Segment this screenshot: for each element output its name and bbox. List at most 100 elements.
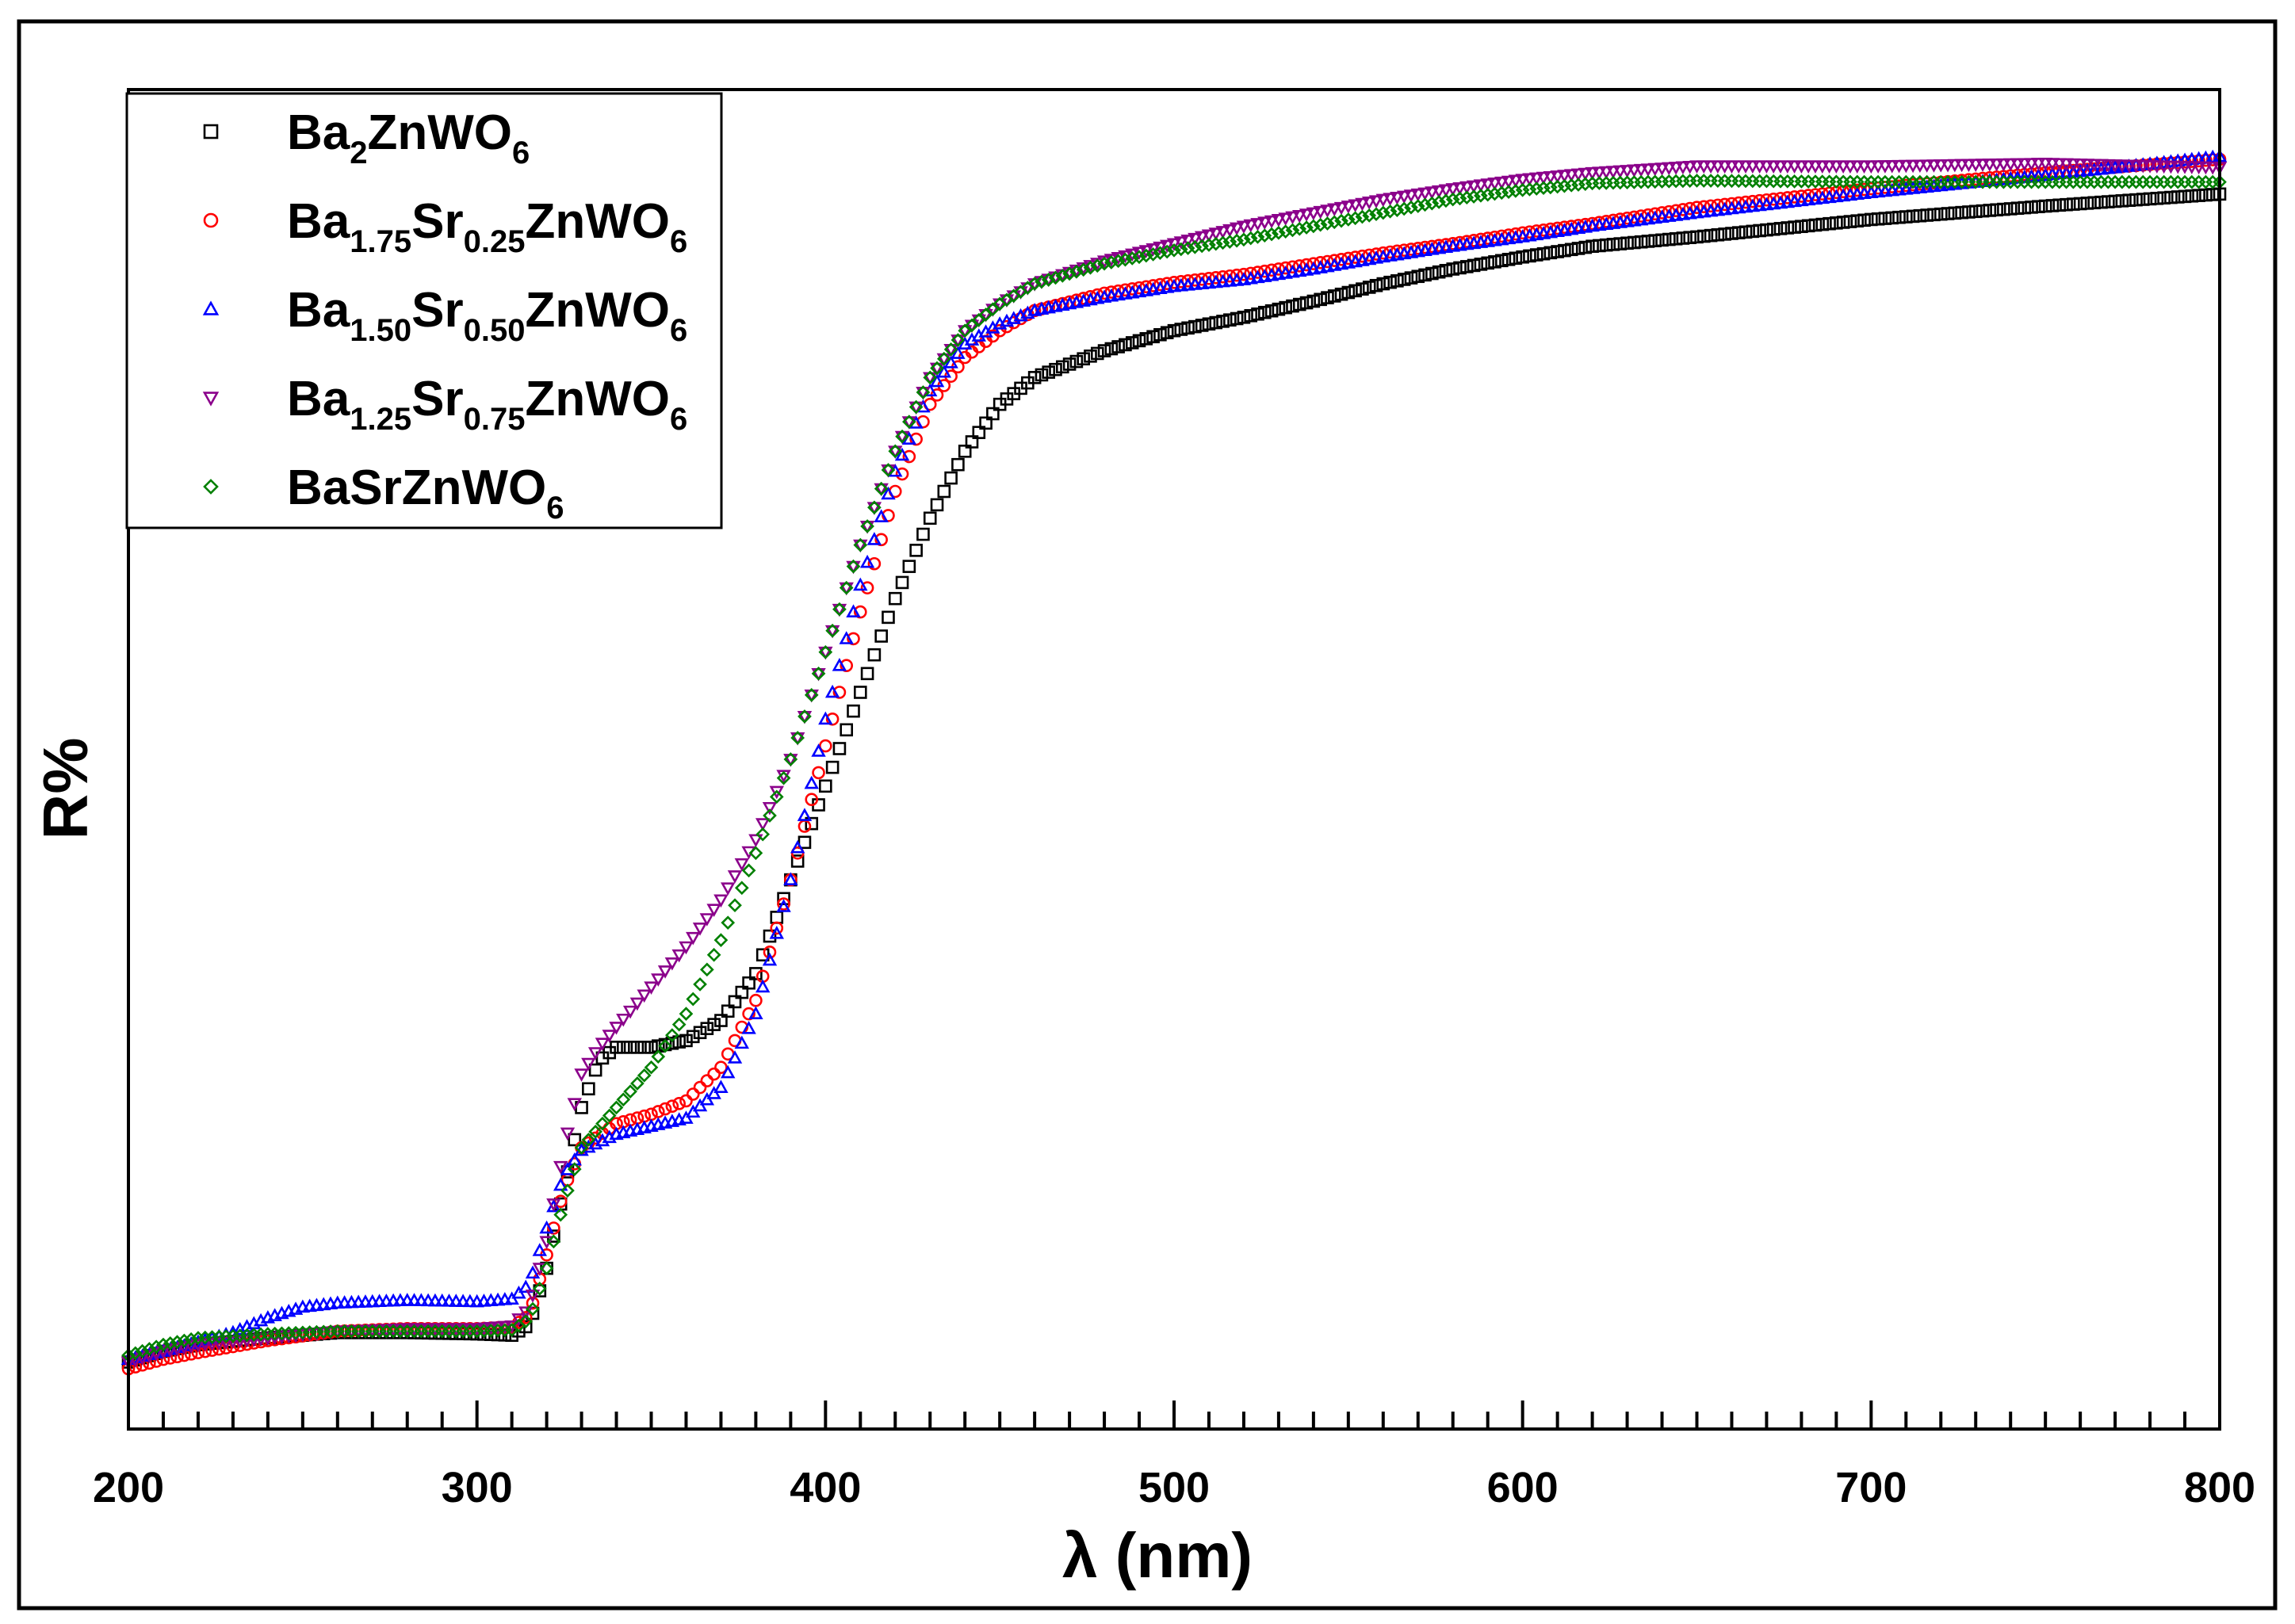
data-point (156, 1337, 170, 1352)
data-point (1237, 310, 1251, 324)
data-point (1773, 160, 1788, 174)
data-point (916, 527, 930, 541)
data-point (1564, 243, 1578, 257)
data-point (1676, 231, 1690, 245)
data-point (128, 1346, 143, 1361)
data-point (2184, 161, 2200, 174)
data-point (1780, 160, 1796, 174)
data-point (1390, 191, 1405, 205)
x-tick-label: 800 (2184, 1464, 2255, 1511)
data-point (1787, 160, 1802, 174)
data-point (895, 575, 909, 590)
data-point (616, 1013, 631, 1027)
data-point (629, 997, 645, 1011)
data-point (1027, 371, 1042, 384)
data-point (1515, 174, 1530, 187)
data-point (595, 1116, 610, 1131)
data-point (1153, 327, 1167, 342)
data-point (805, 816, 819, 831)
data-point (1628, 235, 1641, 250)
data-point (1459, 181, 1475, 195)
data-point (1327, 289, 1341, 303)
data-point (783, 752, 798, 766)
data-point (232, 1335, 247, 1349)
data-point (1516, 250, 1529, 264)
data-point (1927, 208, 1941, 222)
data-point (1494, 176, 1509, 190)
data-point (2129, 193, 2143, 207)
data-point (2178, 189, 2192, 204)
data-point (1077, 352, 1090, 365)
data-point (727, 870, 743, 884)
data-point (825, 712, 840, 726)
data-point (651, 973, 666, 987)
axes-layer: 200 300 400 500 600 700 800 (93, 88, 2255, 1511)
legend-entry: Ba1.75Sr0.25ZnWO6 (203, 194, 687, 259)
data-point (1668, 162, 1684, 175)
data-point (407, 1293, 422, 1306)
data-point (1746, 224, 1760, 239)
data-point (553, 1177, 568, 1191)
data-point (2129, 159, 2144, 174)
data-point (1292, 221, 1307, 236)
data-point (148, 1347, 164, 1362)
data-point (1975, 159, 1991, 172)
data-point (672, 1035, 686, 1049)
data-point (776, 770, 791, 785)
data-point (2107, 159, 2123, 173)
data-point (1062, 357, 1077, 371)
data-point (212, 1337, 227, 1351)
data-point (553, 1160, 568, 1175)
data-point (1320, 204, 1335, 218)
data-point (392, 1293, 408, 1306)
data-point (1278, 224, 1293, 239)
data-point (812, 766, 825, 780)
data-point (867, 556, 882, 571)
data-point (1481, 256, 1494, 270)
legend-marker (203, 479, 219, 495)
data-point (762, 952, 778, 966)
data-point (930, 361, 944, 376)
data-point (686, 992, 701, 1007)
data-point (1529, 248, 1543, 262)
data-point (790, 731, 805, 745)
data-point (1257, 228, 1272, 243)
data-point (749, 993, 763, 1007)
data-point (546, 1234, 561, 1249)
data-point (1976, 204, 1990, 218)
data-point (1585, 166, 1600, 181)
data-point (1251, 307, 1264, 321)
data-point (811, 667, 826, 681)
data-point (1655, 233, 1669, 247)
legend-entry: BaSrZnWO6 (203, 460, 564, 525)
data-point (177, 1333, 192, 1348)
data-point (595, 1037, 610, 1051)
data-point (958, 444, 972, 458)
data-point (1084, 350, 1097, 363)
data-point (1620, 165, 1635, 178)
legend-entry: Ba1.25Sr0.75ZnWO6 (202, 372, 687, 437)
data-point (553, 1207, 568, 1222)
data-point (1404, 200, 1418, 215)
data-point (1446, 262, 1460, 276)
data-point (923, 370, 938, 385)
data-point (1160, 244, 1175, 259)
data-point (2017, 158, 2032, 172)
data-point (1857, 160, 1872, 174)
data-point (1529, 172, 1544, 186)
data-point (609, 1100, 624, 1115)
data-point (1843, 215, 1857, 228)
data-point (1375, 205, 1390, 220)
data-point (993, 323, 1007, 338)
data-point (1069, 265, 1084, 279)
data-point (1452, 182, 1467, 196)
data-point (1375, 193, 1391, 208)
data-point (1257, 216, 1272, 230)
data-point (860, 581, 874, 594)
series-5 (121, 174, 2227, 1362)
data-point (547, 1221, 560, 1235)
outer-frame (17, 19, 2278, 1611)
legend-marker (202, 392, 220, 407)
data-point (798, 835, 812, 850)
data-point (434, 1293, 449, 1307)
